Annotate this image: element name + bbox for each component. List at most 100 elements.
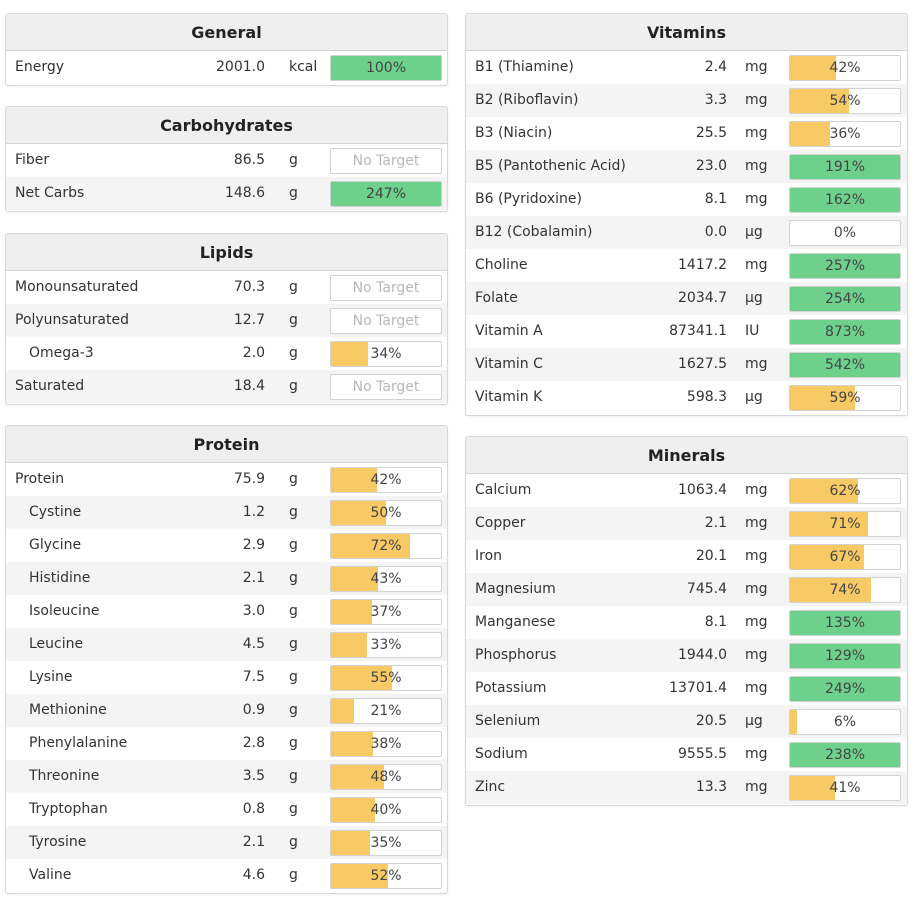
nutrient-row: Iron 20.1 mg 67% — [466, 540, 907, 573]
nutrient-unit: mg — [745, 59, 768, 75]
target-progress-bar: 54% — [789, 88, 901, 114]
nutrient-row: Energy 2001.0 kcal 100% — [6, 51, 447, 84]
progress-fill — [331, 699, 355, 723]
nutrient-unit: mg — [745, 614, 768, 630]
nutrient-name: Phosphorus — [475, 647, 557, 663]
nutrient-name: Selenium — [475, 713, 541, 729]
nutrient-row: Potassium 13701.4 mg 249% — [466, 672, 907, 705]
target-progress-bar: 191% — [789, 154, 901, 180]
nutrient-unit: mg — [745, 356, 768, 372]
progress-fill — [790, 353, 900, 377]
nutrient-amount: 2.0 — [242, 345, 265, 361]
nutrient-amount: 75.9 — [233, 471, 265, 487]
nutrient-amount: 1944.0 — [678, 647, 727, 663]
nutrient-amount: 598.3 — [686, 389, 727, 405]
nutrient-amount: 13701.4 — [669, 680, 727, 696]
target-progress-bar: No Target — [330, 308, 442, 334]
nutrient-amount: 20.5 — [695, 713, 727, 729]
nutrient-name: Saturated — [15, 378, 85, 394]
target-progress-bar: 62% — [789, 478, 901, 504]
nutrient-name: Calcium — [475, 482, 532, 498]
progress-fill — [790, 386, 855, 410]
minerals-panel: Minerals Calcium 1063.4 mg 62% Copper 2.1 mg 71… — [465, 436, 908, 806]
carbohydrates-panel-title: Carbohydrates — [6, 107, 447, 144]
target-progress-bar: 162% — [789, 187, 901, 213]
nutrient-unit: g — [289, 378, 298, 394]
nutrient-name: Methionine — [29, 702, 107, 718]
nutrient-name: Glycine — [29, 537, 82, 553]
nutrient-row: Tryptophan 0.8 g 40% — [6, 793, 447, 826]
nutrient-name: Tyrosine — [29, 834, 87, 850]
progress-percent-label: No Target — [352, 280, 420, 296]
nutrient-unit: g — [289, 279, 298, 295]
progress-percent-label: 21% — [370, 703, 402, 719]
nutrient-unit: mg — [745, 515, 768, 531]
nutrient-unit: g — [289, 570, 298, 586]
nutrient-name: B12 (Cobalamin) — [475, 224, 593, 240]
nutrient-amount: 25.5 — [695, 125, 727, 141]
nutrient-name: Vitamin K — [475, 389, 543, 405]
nutrient-name: Phenylalanine — [29, 735, 128, 751]
lipids-panel-title: Lipids — [6, 234, 447, 271]
nutrient-unit: g — [289, 504, 298, 520]
nutrient-unit: mg — [745, 482, 768, 498]
nutrient-name: Isoleucine — [29, 603, 100, 619]
progress-fill — [331, 567, 379, 591]
target-progress-bar: 873% — [789, 319, 901, 345]
progress-percent-label: 34% — [370, 346, 402, 362]
progress-percent-label: 542% — [824, 357, 866, 373]
nutrient-amount: 18.4 — [233, 378, 265, 394]
target-progress-bar: 129% — [789, 643, 901, 669]
progress-fill — [331, 182, 441, 206]
nutrient-amount: 2.9 — [242, 537, 265, 553]
protein-rows: Protein 75.9 g 42% Cystine 1.2 g 50% Glycine 2.9 g… — [6, 463, 447, 892]
nutrient-amount: 12.7 — [233, 312, 265, 328]
nutrient-row: Cystine 1.2 g 50% — [6, 496, 447, 529]
target-progress-bar: 35% — [330, 830, 442, 856]
nutrient-name: Magnesium — [475, 581, 556, 597]
target-progress-bar: 6% — [789, 709, 901, 735]
progress-percent-label: 62% — [829, 483, 861, 499]
nutrient-unit: g — [289, 834, 298, 850]
nutrient-unit: mg — [745, 158, 768, 174]
progress-fill — [331, 56, 441, 80]
target-progress-bar: 42% — [330, 467, 442, 493]
nutrient-unit: mg — [745, 92, 768, 108]
progress-fill — [790, 710, 797, 734]
nutrient-row: Magnesium 745.4 mg 74% — [466, 573, 907, 606]
lipids-panel: Lipids Monounsaturated 70.3 g No Target Poly… — [5, 233, 448, 405]
target-progress-bar: 34% — [330, 341, 442, 367]
target-progress-bar: 0% — [789, 220, 901, 246]
progress-fill — [331, 633, 368, 657]
nutrient-unit: g — [289, 345, 298, 361]
nutrient-row: Polyunsaturated 12.7 g No Target — [6, 304, 447, 337]
progress-percent-label: 48% — [370, 769, 402, 785]
nutrient-unit: g — [289, 537, 298, 553]
nutrient-row: Saturated 18.4 g No Target — [6, 370, 447, 403]
nutrient-amount: 2001.0 — [216, 59, 265, 75]
nutrient-unit: g — [289, 471, 298, 487]
nutrient-name: Threonine — [29, 768, 100, 784]
progress-percent-label: 135% — [824, 615, 866, 631]
nutrient-unit: g — [289, 702, 298, 718]
nutrient-amount: 745.4 — [686, 581, 727, 597]
nutrient-unit: µg — [745, 224, 763, 240]
nutrient-unit: mg — [745, 581, 768, 597]
nutrient-amount: 0.0 — [704, 224, 727, 240]
nutrient-amount: 3.3 — [704, 92, 727, 108]
nutrient-name: Protein — [15, 471, 65, 487]
progress-fill — [331, 831, 370, 855]
progress-fill — [790, 743, 900, 767]
nutrient-row: Vitamin A 87341.1 IU 873% — [466, 315, 907, 348]
nutrient-amount: 23.0 — [695, 158, 727, 174]
nutrient-amount: 1.2 — [242, 504, 265, 520]
progress-percent-label: 873% — [824, 324, 866, 340]
nutrient-unit: g — [289, 867, 298, 883]
progress-percent-label: 247% — [365, 186, 407, 202]
progress-fill — [331, 534, 411, 558]
nutrient-unit: g — [289, 152, 298, 168]
progress-fill — [331, 864, 389, 888]
progress-fill — [790, 89, 850, 113]
nutrient-row: Zinc 13.3 mg 41% — [466, 771, 907, 804]
progress-fill — [331, 501, 386, 525]
